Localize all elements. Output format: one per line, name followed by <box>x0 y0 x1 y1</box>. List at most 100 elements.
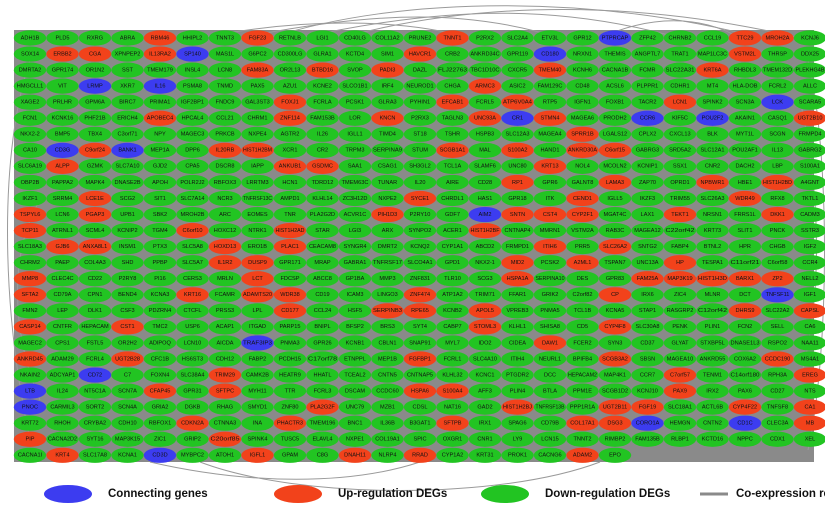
gene-node[interactable]: TRIM71 <box>468 287 502 303</box>
gene-node[interactable]: SCG2 <box>111 190 144 207</box>
gene-node[interactable]: ANKRD45 <box>13 351 47 367</box>
gene-node[interactable]: KLHL32 <box>436 367 469 383</box>
gene-node[interactable]: IKZF1 <box>13 190 47 207</box>
gene-node[interactable]: XKR7 <box>111 78 144 94</box>
gene-node[interactable]: DES <box>566 271 599 287</box>
gene-node[interactable]: DKK1 <box>761 206 794 223</box>
gene-node[interactable]: SCGB1A1 <box>436 142 469 158</box>
gene-node[interactable]: IRX6 <box>631 287 664 303</box>
gene-node[interactable]: TRIM29 <box>208 367 242 383</box>
gene-node[interactable]: RRAD <box>403 447 437 463</box>
gene-node[interactable]: CSAG1 <box>371 158 404 174</box>
gene-node[interactable]: IL20RB <box>208 142 242 158</box>
gene-node[interactable]: CACNA2D2 <box>46 431 79 447</box>
gene-node[interactable]: CCR6 <box>631 110 664 126</box>
gene-node[interactable]: TUSC5 <box>273 431 307 447</box>
gene-node[interactable]: SLC12A1 <box>696 142 729 158</box>
gene-node[interactable]: GAL3ST3 <box>241 94 274 110</box>
gene-node[interactable]: HEPACAM <box>78 319 112 335</box>
gene-node[interactable]: SH3GL2 <box>403 158 437 174</box>
gene-node[interactable]: ARC <box>208 206 242 223</box>
gene-node[interactable]: HSPA6 <box>403 383 437 399</box>
gene-node[interactable]: CD3G <box>46 142 79 158</box>
gene-node[interactable]: GPR119 <box>501 46 534 62</box>
gene-node[interactable]: ETV3L <box>533 30 567 46</box>
gene-node[interactable]: DCT <box>728 287 762 303</box>
gene-node[interactable]: COL19A1 <box>371 431 404 447</box>
gene-node[interactable]: NXPE2 <box>371 190 404 207</box>
gene-node[interactable]: MLNR <box>696 287 729 303</box>
gene-node[interactable]: HPR <box>728 239 762 255</box>
gene-node[interactable]: GABRG3 <box>631 142 664 158</box>
gene-node[interactable]: KRT31 <box>468 447 502 463</box>
gene-node[interactable]: GLRA1 <box>306 46 339 62</box>
gene-node[interactable]: HIST1H2AD <box>273 223 307 239</box>
gene-node[interactable]: MMP3 <box>371 271 404 287</box>
gene-node[interactable]: STUM <box>403 142 437 158</box>
gene-node[interactable]: CBLN1 <box>371 335 404 351</box>
gene-node[interactable]: CA10 <box>13 142 47 158</box>
gene-node[interactable]: NKX2-2 <box>13 126 47 142</box>
gene-node[interactable]: CCDC60 <box>371 383 404 399</box>
gene-node[interactable]: FCRL4 <box>78 351 112 367</box>
gene-node[interactable]: AZU1 <box>273 78 307 94</box>
gene-node[interactable]: TBX4 <box>78 126 112 142</box>
gene-node[interactable]: PAX5 <box>241 78 274 94</box>
gene-node[interactable]: PROK1 <box>501 447 534 463</box>
gene-node[interactable]: SLC6A19 <box>13 158 47 174</box>
gene-node[interactable]: CHRM1 <box>241 110 274 126</box>
gene-node[interactable]: CLEC3A <box>761 415 794 431</box>
gene-node[interactable]: SLC17A8 <box>78 447 112 463</box>
gene-node[interactable]: MYT1L <box>728 126 762 142</box>
gene-node[interactable]: CADM3 <box>793 206 825 223</box>
gene-node[interactable]: FCN1 <box>13 110 47 126</box>
gene-node[interactable]: TNFRSF13B <box>533 399 567 415</box>
gene-node[interactable]: BNC1 <box>338 415 372 431</box>
gene-node[interactable]: LPL <box>241 303 274 319</box>
gene-node[interactable]: CP <box>598 287 632 303</box>
gene-node[interactable]: NPY <box>143 126 177 142</box>
gene-node[interactable]: ACVR1C <box>338 206 372 223</box>
gene-node[interactable]: C8G <box>306 447 339 463</box>
gene-node[interactable]: PLD5 <box>46 30 79 46</box>
gene-node[interactable]: HIST1H2BD <box>761 174 794 191</box>
gene-node[interactable]: HSF5 <box>338 303 372 319</box>
gene-node[interactable]: IKZF3 <box>631 190 664 207</box>
gene-node[interactable]: S100A2 <box>501 142 534 158</box>
gene-node[interactable]: LCE1E <box>78 190 112 207</box>
gene-node[interactable]: CIDEA <box>501 335 534 351</box>
gene-node[interactable]: PCSK1 <box>338 94 372 110</box>
gene-node[interactable]: ITGAD <box>241 319 274 335</box>
gene-node[interactable]: MRAP <box>306 255 339 271</box>
gene-node[interactable]: ERICH4 <box>111 110 144 126</box>
gene-node[interactable]: APOL5 <box>468 303 502 319</box>
gene-node[interactable]: KCNIP1 <box>631 158 664 174</box>
gene-node[interactable]: P2RX3 <box>403 110 437 126</box>
gene-node[interactable]: MEP1B <box>371 351 404 367</box>
gene-node[interactable]: LBP <box>761 158 794 174</box>
gene-node[interactable]: CST4 <box>533 206 567 223</box>
gene-node[interactable]: TNR <box>273 206 307 223</box>
gene-node[interactable]: B3GAT1 <box>403 415 437 431</box>
gene-node[interactable]: RAB3C <box>598 223 632 239</box>
gene-node[interactable]: CHRDL1 <box>436 190 469 207</box>
gene-node[interactable]: RBFOX3 <box>208 174 242 191</box>
gene-node[interactable]: SRD5A2 <box>663 142 697 158</box>
gene-node[interactable]: SLC18A3 <box>13 239 47 255</box>
gene-node[interactable]: GPR31 <box>176 383 209 399</box>
gene-node[interactable]: FCRL2 <box>761 78 794 94</box>
gene-node[interactable]: C17orf78 <box>306 351 339 367</box>
gene-node[interactable]: KRT16 <box>176 287 209 303</box>
gene-node[interactable]: HS6ST3 <box>176 351 209 367</box>
gene-node[interactable]: BPIFB4 <box>566 351 599 367</box>
gene-node[interactable]: ST18 <box>403 126 437 142</box>
gene-node[interactable]: P2RY10 <box>403 206 437 223</box>
gene-node[interactable]: LOR <box>338 110 372 126</box>
gene-node[interactable]: NXPE4 <box>241 126 274 142</box>
gene-node[interactable]: TSPAN7 <box>598 255 632 271</box>
gene-node[interactable]: ZIC4 <box>663 287 697 303</box>
gene-node[interactable]: XPNPEP2 <box>111 46 144 62</box>
gene-node[interactable]: TCP11 <box>13 223 47 239</box>
gene-node[interactable]: SCGB3A2 <box>598 351 632 367</box>
gene-node[interactable]: IL1R2 <box>208 255 242 271</box>
